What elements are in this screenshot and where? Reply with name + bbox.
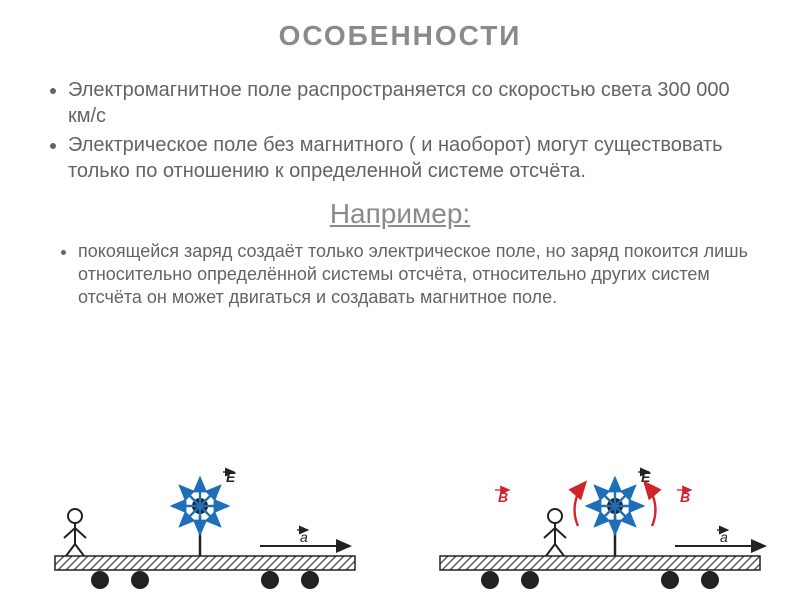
wheel-icon [701, 571, 719, 589]
figure-left-svg: E a [0, 460, 400, 600]
slide: ОСОБЕННОСТИ Электромагнитное поле распро… [0, 0, 800, 600]
example-heading: Например: [50, 198, 750, 230]
example-bullets: покоящейся заряд создаёт только электрич… [50, 240, 750, 309]
accel-label: a [300, 529, 308, 545]
b-label-left: B [498, 489, 508, 505]
track [55, 556, 355, 570]
figure-right: E B B a [400, 460, 800, 600]
wheel-icon [521, 571, 539, 589]
observer-cart-icon [544, 509, 566, 556]
wheel-icon [661, 571, 679, 589]
figure-right-svg: E B B a [400, 460, 800, 600]
wheel-icon [261, 571, 279, 589]
track [440, 556, 760, 570]
b-label-right: B [680, 489, 690, 505]
main-bullets: Электромагнитное поле распространяется с… [50, 78, 750, 184]
accel-label: a [720, 529, 728, 545]
observer-ground-icon [64, 509, 86, 556]
figures-row: E a [0, 460, 800, 600]
wheel-icon [91, 571, 109, 589]
wheel-icon [301, 571, 319, 589]
wheel-icon [131, 571, 149, 589]
e-field-arrows-icon [587, 478, 643, 534]
slide-title: ОСОБЕННОСТИ [50, 20, 750, 52]
bullet-2: Электрическое поле без магнитного ( и на… [68, 133, 750, 184]
figure-left: E a [0, 460, 400, 600]
e-field-arrows-icon [172, 478, 228, 534]
example-bullet-1: покоящейся заряд создаёт только электрич… [78, 240, 750, 309]
bullet-1: Электромагнитное поле распространяется с… [68, 78, 750, 129]
wheel-icon [481, 571, 499, 589]
